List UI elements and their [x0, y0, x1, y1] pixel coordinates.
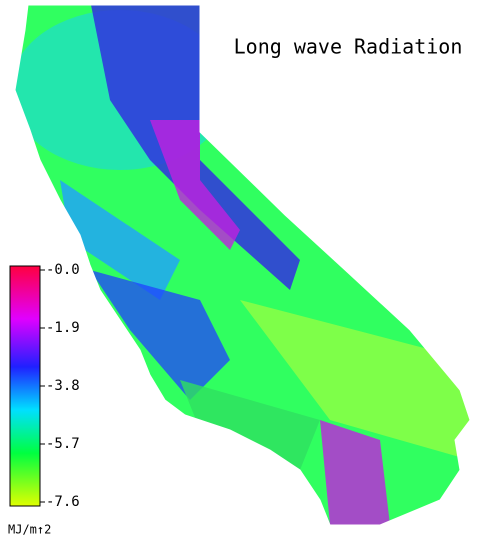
colorbar-tick-label: -5.7: [46, 436, 80, 452]
colorbar: [9, 265, 41, 507]
colorbar-tick-label: -1.9: [46, 320, 80, 336]
map-title: Long wave Radiation: [234, 35, 463, 59]
colorbar-tick-label: -7.6: [46, 494, 80, 510]
colorbar-tick-label: -0.0: [46, 262, 80, 278]
colorbar-unit: MJ/m↑2: [8, 523, 51, 537]
state-outline: [14, 4, 471, 526]
colorbar-tick-label: -3.8: [46, 378, 80, 394]
